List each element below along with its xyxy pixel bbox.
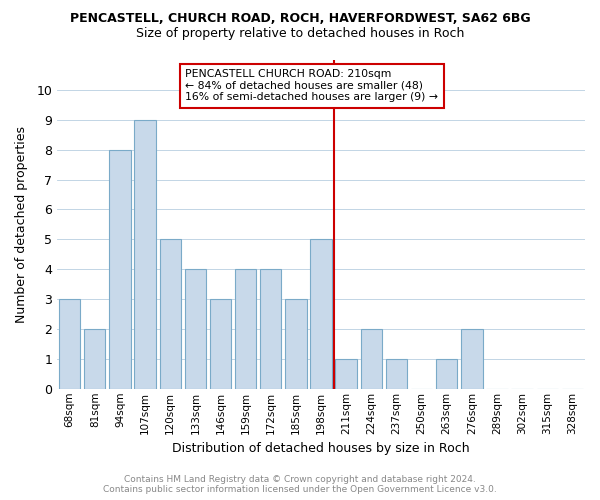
Bar [361, 329, 382, 389]
Bar [260, 269, 281, 389]
Bar [436, 359, 457, 389]
Bar [335, 359, 357, 389]
Bar [109, 150, 131, 389]
Bar [84, 329, 106, 389]
Bar [59, 299, 80, 389]
Text: PENCASTELL CHURCH ROAD: 210sqm
← 84% of detached houses are smaller (48)
16% of : PENCASTELL CHURCH ROAD: 210sqm ← 84% of … [185, 69, 438, 102]
Bar [461, 329, 482, 389]
Bar [235, 269, 256, 389]
Bar [160, 240, 181, 389]
Bar [134, 120, 156, 389]
Text: Contains HM Land Registry data © Crown copyright and database right 2024.
Contai: Contains HM Land Registry data © Crown c… [103, 474, 497, 494]
Bar [386, 359, 407, 389]
Text: PENCASTELL, CHURCH ROAD, ROCH, HAVERFORDWEST, SA62 6BG: PENCASTELL, CHURCH ROAD, ROCH, HAVERFORD… [70, 12, 530, 26]
Bar [285, 299, 307, 389]
Bar [210, 299, 231, 389]
Bar [310, 240, 332, 389]
Bar [185, 269, 206, 389]
Y-axis label: Number of detached properties: Number of detached properties [15, 126, 28, 323]
X-axis label: Distribution of detached houses by size in Roch: Distribution of detached houses by size … [172, 442, 470, 455]
Text: Size of property relative to detached houses in Roch: Size of property relative to detached ho… [136, 28, 464, 40]
